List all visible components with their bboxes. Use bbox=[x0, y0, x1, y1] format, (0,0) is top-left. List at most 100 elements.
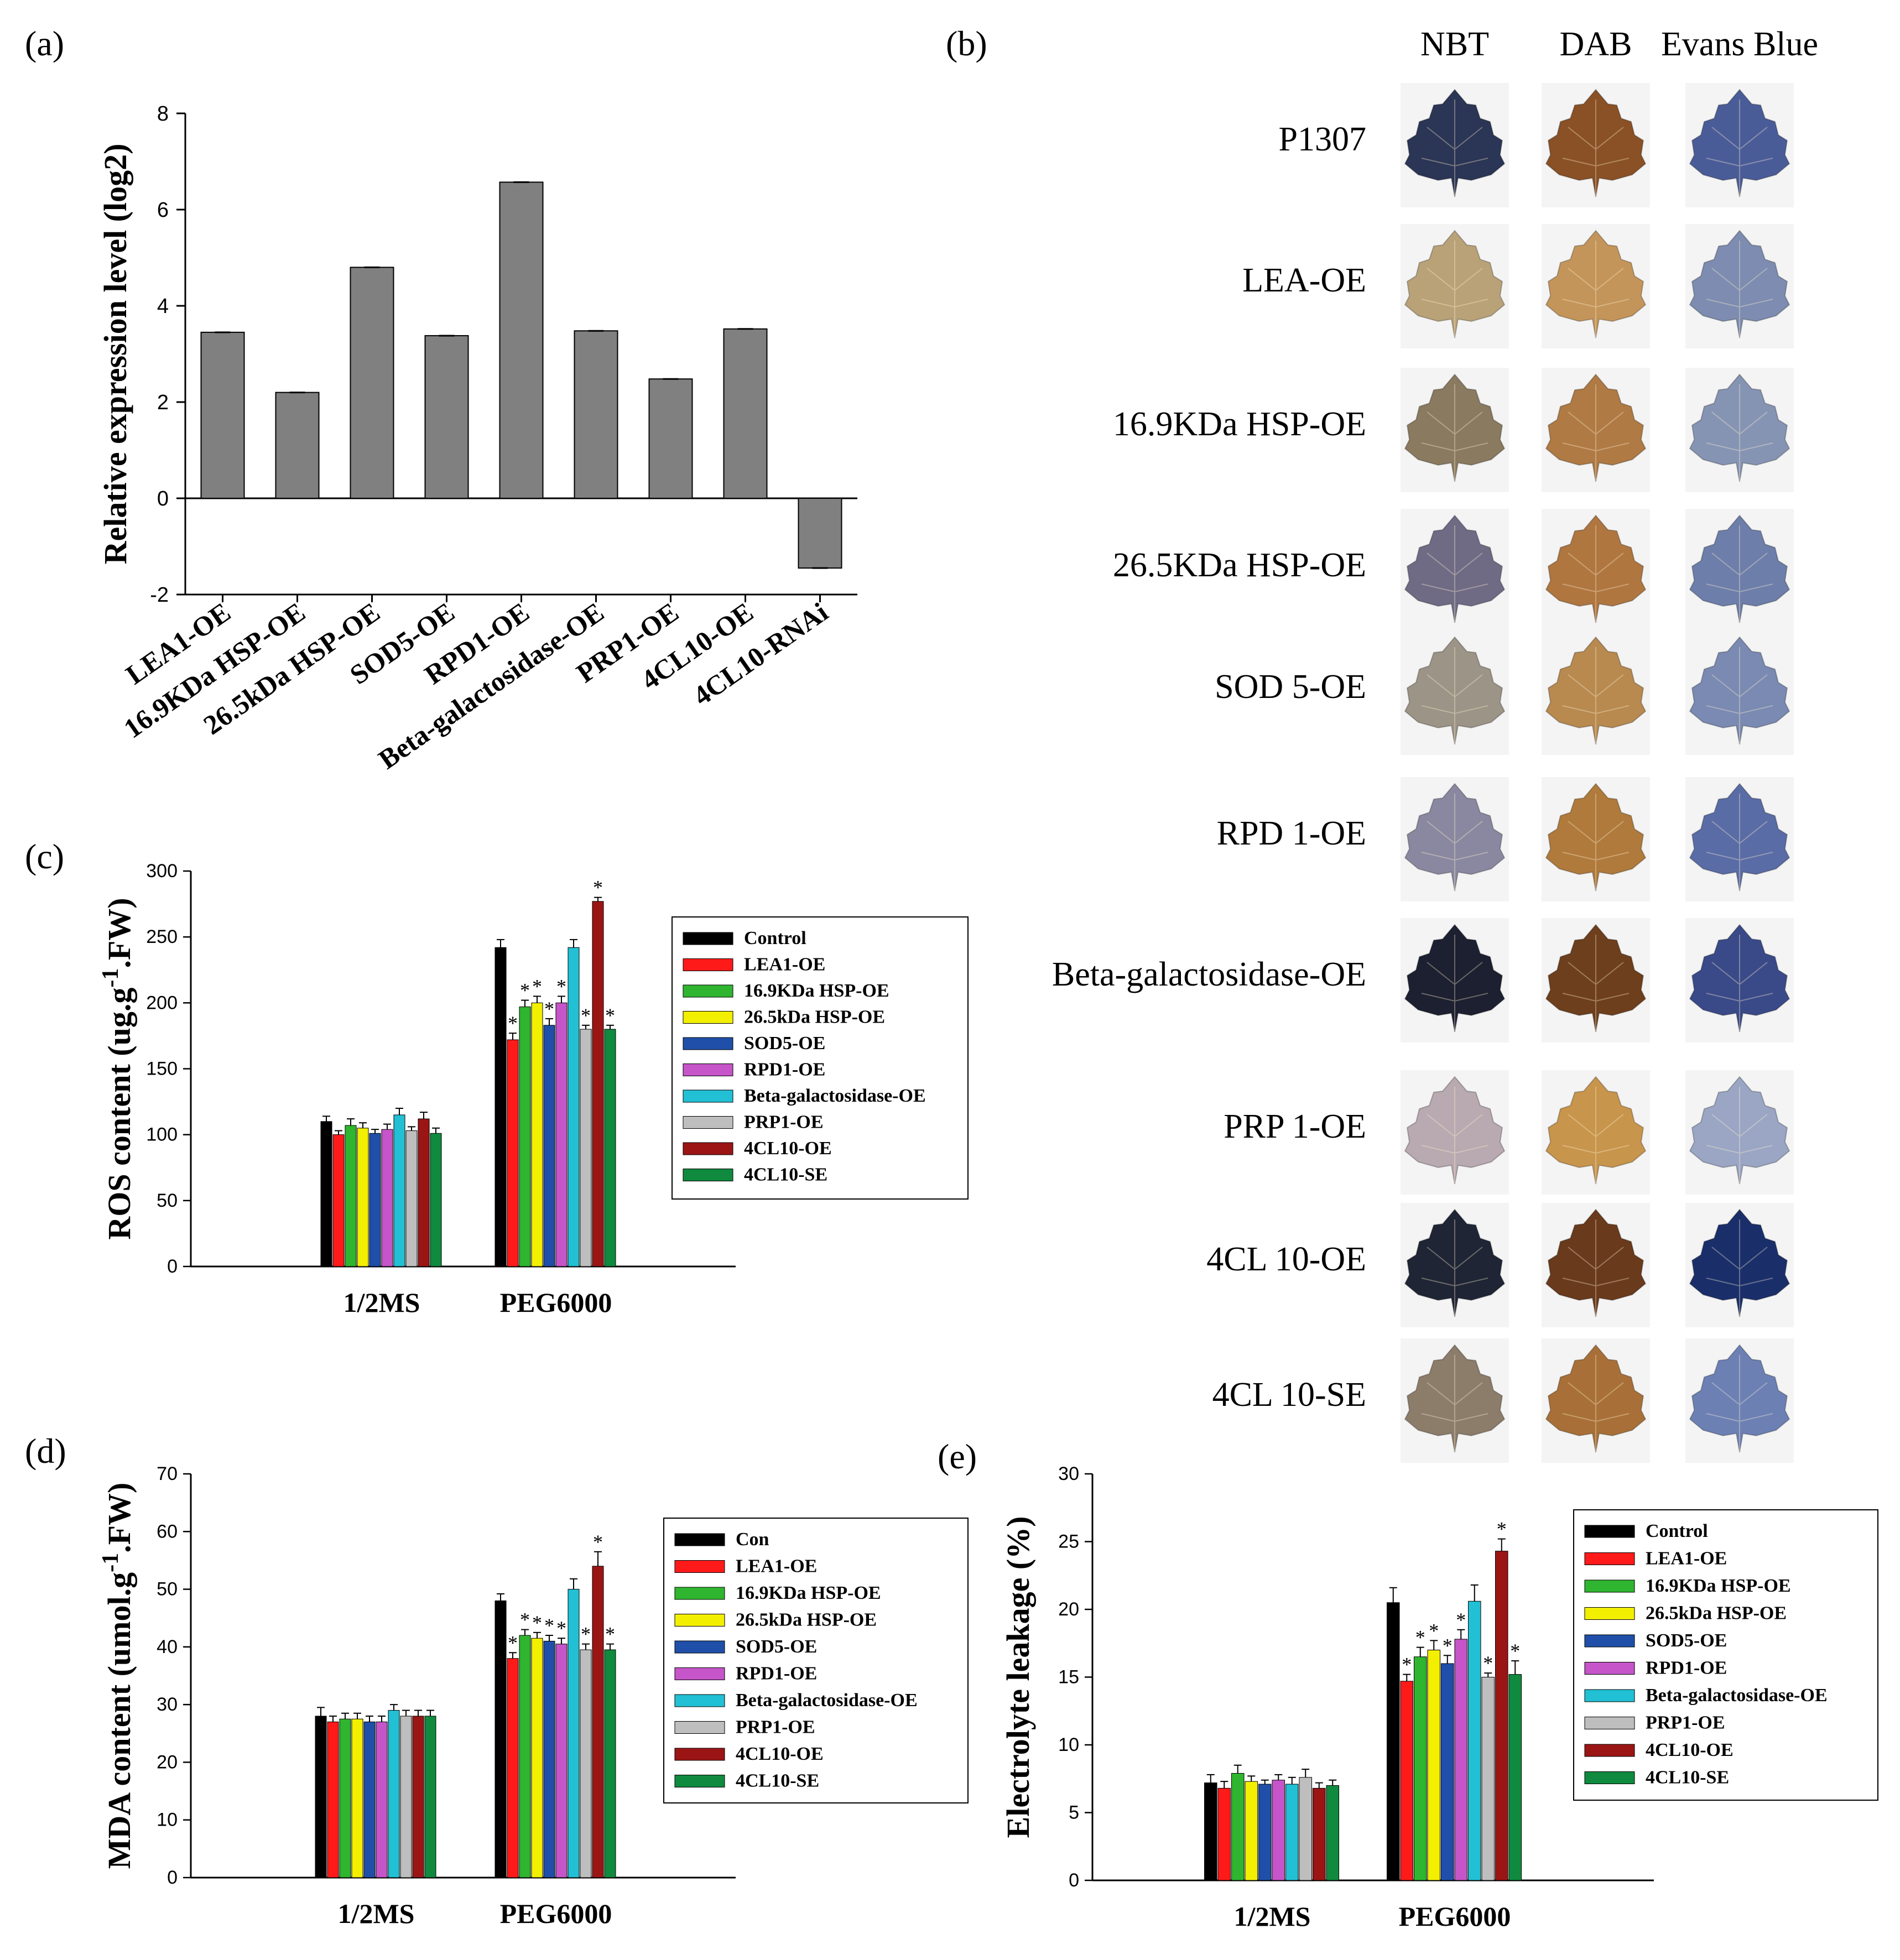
y-tick-label: 50 bbox=[157, 1190, 178, 1211]
bar bbox=[580, 1649, 592, 1878]
bar bbox=[507, 1658, 519, 1878]
panel-label-c: (c) bbox=[25, 837, 64, 876]
y-tick-label: 40 bbox=[157, 1636, 178, 1657]
legend-label: PRP1-OE bbox=[1646, 1713, 1725, 1733]
significance-star: * bbox=[593, 877, 603, 899]
significance-star: * bbox=[1510, 1640, 1520, 1662]
legend-label: Beta-galactosidase-OE bbox=[736, 1690, 918, 1711]
bar bbox=[1427, 1650, 1440, 1881]
bar bbox=[1313, 1787, 1326, 1881]
significance-star: * bbox=[1429, 1619, 1439, 1641]
leaf-image bbox=[1545, 88, 1647, 197]
bar bbox=[568, 947, 580, 1267]
leaf-vein bbox=[1706, 384, 1773, 481]
leaf-vein bbox=[1421, 100, 1488, 196]
legend-swatch bbox=[1584, 1689, 1635, 1702]
leaf-image bbox=[1689, 1208, 1790, 1317]
y-axis-title: Relative expression level (log2) bbox=[97, 144, 133, 565]
leaf-vein bbox=[1421, 525, 1488, 622]
leaf-image bbox=[1545, 783, 1647, 892]
bar bbox=[200, 331, 245, 499]
leaf-image bbox=[1689, 924, 1790, 1033]
leaf-image bbox=[1545, 1076, 1647, 1185]
y-axis-title: ROS content (ug.g-1.FW) bbox=[98, 898, 137, 1239]
legend-label: Control bbox=[1646, 1521, 1708, 1541]
x-category-label: 1/2MS bbox=[338, 1898, 415, 1929]
bar bbox=[424, 335, 469, 499]
significance-star: * bbox=[508, 1631, 518, 1654]
row-label: 4CL 10-SE bbox=[1212, 1376, 1366, 1414]
legend-swatch bbox=[683, 1142, 733, 1155]
bar bbox=[424, 1716, 436, 1878]
y-tick-label: 10 bbox=[157, 1810, 178, 1831]
bar bbox=[1299, 1777, 1312, 1881]
legend-swatch bbox=[674, 1640, 725, 1654]
legend-swatch bbox=[683, 1037, 733, 1050]
leaf-vein bbox=[1706, 1087, 1773, 1183]
significance-star: * bbox=[520, 1609, 530, 1631]
y-tick-label: 0 bbox=[167, 1867, 178, 1888]
leaf-vein bbox=[1562, 1219, 1630, 1316]
leaf-vein bbox=[1706, 794, 1773, 890]
bar bbox=[543, 1640, 555, 1878]
row-label: PRP 1-OE bbox=[1224, 1108, 1366, 1145]
legend-swatch bbox=[1584, 1717, 1635, 1729]
legend-label: 4CL10-SE bbox=[744, 1165, 827, 1185]
legend-swatch bbox=[674, 1587, 725, 1600]
leaf-image bbox=[1404, 514, 1506, 623]
legend-label: SOD5-OE bbox=[736, 1636, 817, 1657]
legend-label: 26.5kDa HSP-OE bbox=[736, 1610, 877, 1630]
row-label: P1307 bbox=[1279, 121, 1366, 158]
y-axis-title-part: MDA content (umol.g bbox=[101, 1572, 137, 1869]
legend-swatch bbox=[1584, 1607, 1635, 1620]
bar bbox=[381, 1129, 393, 1267]
y-tick-label: 30 bbox=[1058, 1463, 1079, 1484]
significance-star: * bbox=[1456, 1609, 1466, 1631]
leaf-vein bbox=[1706, 647, 1773, 743]
bar bbox=[1387, 1602, 1400, 1881]
bar bbox=[357, 1128, 369, 1267]
bar bbox=[430, 1133, 442, 1267]
legend-label: 16.9KDa HSP-OE bbox=[1646, 1576, 1791, 1596]
legend-swatch bbox=[683, 1090, 733, 1103]
row-label: RPD 1-OE bbox=[1217, 815, 1366, 852]
legend-label: 4CL10-SE bbox=[736, 1771, 819, 1791]
bar bbox=[648, 378, 693, 499]
column-header: NBT bbox=[1420, 25, 1489, 63]
y-axis-title-superscript: -1 bbox=[98, 968, 123, 988]
bar bbox=[798, 498, 842, 569]
bar bbox=[418, 1118, 430, 1267]
x-category-label: 1/2MS bbox=[343, 1287, 420, 1318]
bar bbox=[1204, 1782, 1217, 1881]
legend-label: 4CL10-OE bbox=[736, 1744, 824, 1764]
legend-swatch bbox=[674, 1721, 725, 1734]
bar bbox=[543, 1025, 555, 1267]
bar bbox=[1285, 1784, 1299, 1881]
bar bbox=[1258, 1784, 1272, 1881]
legend-label: Control bbox=[744, 928, 806, 948]
bar bbox=[568, 1589, 580, 1878]
y-tick-label: 250 bbox=[146, 926, 178, 947]
leaf-vein bbox=[1562, 935, 1630, 1031]
y-tick-label: 4 bbox=[157, 295, 169, 318]
leaf-image bbox=[1404, 88, 1506, 197]
bar bbox=[1326, 1785, 1339, 1881]
bar bbox=[1468, 1601, 1481, 1881]
bar bbox=[1454, 1639, 1467, 1881]
y-tick-label: 150 bbox=[146, 1059, 178, 1080]
bar bbox=[320, 1121, 332, 1267]
bar bbox=[494, 1600, 507, 1878]
y-axis-title: MDA content (umol.g-1.FW) bbox=[98, 1483, 137, 1869]
leaf-image bbox=[1404, 783, 1506, 892]
bar bbox=[531, 1002, 543, 1267]
legend-swatch bbox=[1584, 1634, 1635, 1648]
bar bbox=[400, 1716, 412, 1878]
leaf-image bbox=[1545, 514, 1647, 623]
legend-swatch bbox=[1584, 1580, 1635, 1593]
legend-swatch bbox=[1584, 1525, 1635, 1538]
significance-star: * bbox=[1402, 1654, 1412, 1676]
legend-swatch bbox=[1584, 1744, 1635, 1757]
legend-label: 4CL10-OE bbox=[1646, 1740, 1734, 1760]
y-axis-title-part: .FW) bbox=[101, 1483, 137, 1553]
